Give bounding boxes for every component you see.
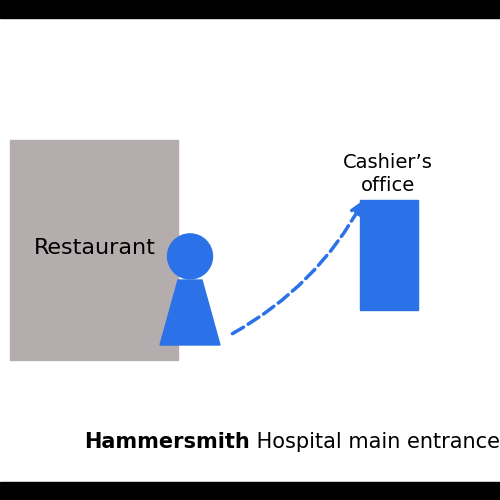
Bar xyxy=(360,200,418,310)
Bar xyxy=(0,0,500,18)
Text: Restaurant: Restaurant xyxy=(34,238,156,258)
Text: Hospital main entrance: Hospital main entrance xyxy=(250,432,500,452)
Bar xyxy=(10,140,177,360)
Text: Hammersmith: Hammersmith xyxy=(84,432,250,452)
Polygon shape xyxy=(160,280,220,345)
Text: Cashier’s
office: Cashier’s office xyxy=(342,152,432,195)
Bar xyxy=(0,482,500,500)
Circle shape xyxy=(168,234,212,279)
